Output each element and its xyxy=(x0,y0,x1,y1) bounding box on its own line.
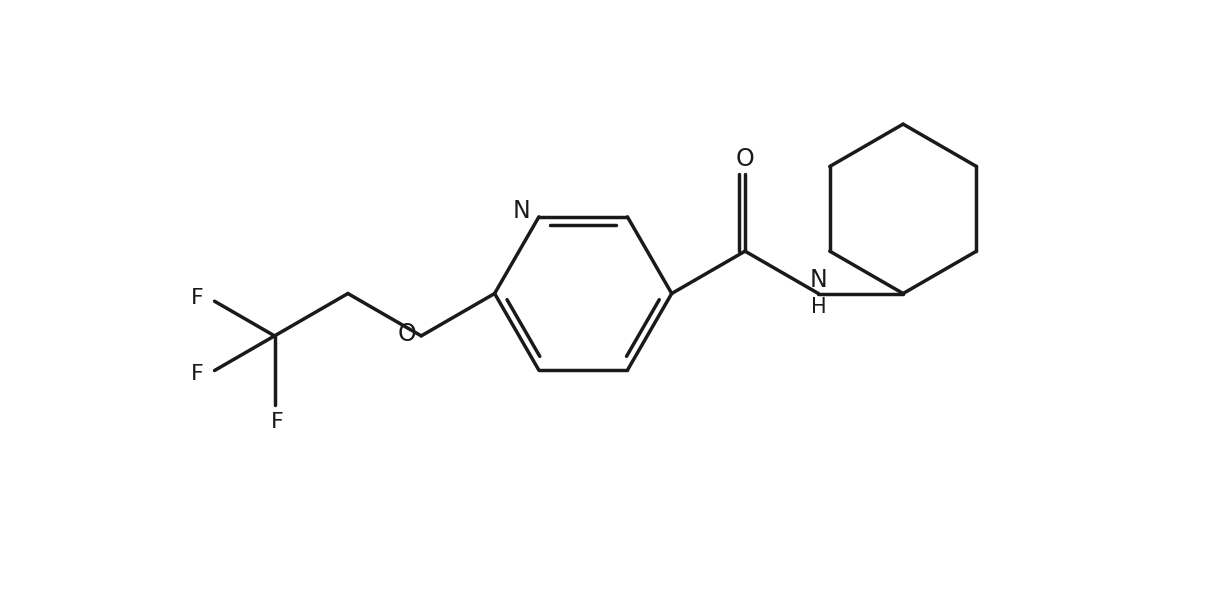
Text: F: F xyxy=(270,412,284,432)
Text: F: F xyxy=(191,364,204,383)
Text: O: O xyxy=(398,322,417,346)
Text: N: N xyxy=(809,268,827,292)
Text: F: F xyxy=(191,288,204,308)
Text: O: O xyxy=(736,147,754,171)
Text: N: N xyxy=(513,199,530,222)
Text: H: H xyxy=(810,297,826,318)
